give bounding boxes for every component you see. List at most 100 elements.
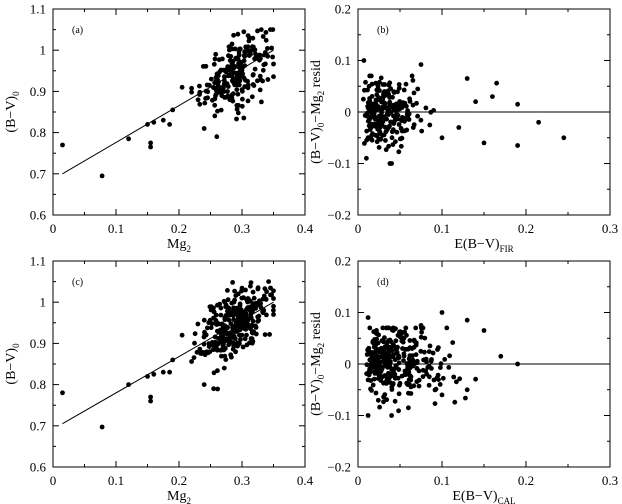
data-point bbox=[160, 117, 166, 123]
data-point bbox=[192, 340, 197, 346]
data-point bbox=[411, 344, 417, 350]
y-axis-label-sub: 0 bbox=[316, 374, 326, 379]
data-point bbox=[389, 135, 395, 141]
data-point bbox=[243, 50, 248, 56]
data-point bbox=[225, 297, 231, 303]
data-point bbox=[435, 372, 441, 378]
data-point bbox=[368, 362, 373, 368]
y-tick-label: 0.8 bbox=[30, 377, 46, 392]
data-point bbox=[245, 33, 251, 38]
data-point bbox=[126, 136, 131, 142]
data-point bbox=[235, 31, 241, 37]
data-point bbox=[395, 116, 401, 122]
data-point bbox=[201, 382, 207, 387]
data-point bbox=[224, 330, 230, 336]
data-point bbox=[481, 328, 487, 333]
data-point bbox=[237, 78, 243, 84]
data-point bbox=[407, 382, 412, 387]
data-point bbox=[265, 46, 270, 51]
data-point bbox=[240, 88, 245, 94]
data-point bbox=[253, 301, 259, 306]
data-point bbox=[271, 61, 276, 67]
y-tick-label: 0.7 bbox=[30, 166, 47, 181]
data-point bbox=[212, 102, 218, 108]
data-point bbox=[201, 341, 207, 347]
data-point bbox=[258, 304, 264, 310]
data-point bbox=[195, 321, 201, 327]
data-point bbox=[148, 144, 154, 150]
data-point bbox=[373, 390, 379, 396]
data-point bbox=[231, 32, 237, 38]
data-point bbox=[385, 372, 391, 378]
panel-a-label: (a) bbox=[72, 25, 83, 36]
data-point bbox=[241, 115, 247, 121]
data-point bbox=[384, 377, 390, 382]
x-axis-label-main: Mg bbox=[167, 489, 186, 504]
data-point bbox=[229, 41, 235, 47]
data-point bbox=[250, 318, 256, 324]
data-point bbox=[386, 143, 391, 149]
data-point bbox=[226, 53, 231, 59]
data-point bbox=[418, 334, 424, 340]
y-tick-label: 0.6 bbox=[30, 460, 47, 475]
data-point bbox=[401, 87, 407, 93]
data-point bbox=[215, 302, 220, 308]
data-point bbox=[389, 161, 394, 166]
data-point bbox=[212, 85, 218, 91]
data-point bbox=[170, 357, 176, 363]
data-point bbox=[263, 30, 269, 35]
data-point bbox=[221, 78, 227, 83]
data-point bbox=[390, 104, 395, 110]
data-point bbox=[250, 35, 256, 41]
data-point bbox=[423, 105, 429, 111]
data-point bbox=[241, 58, 247, 64]
data-point bbox=[364, 362, 370, 368]
data-point bbox=[255, 286, 261, 292]
data-point bbox=[378, 369, 384, 374]
data-point bbox=[457, 376, 463, 382]
data-point bbox=[148, 398, 154, 404]
data-point bbox=[218, 335, 224, 341]
data-point bbox=[382, 124, 388, 130]
data-point bbox=[390, 328, 396, 333]
data-point bbox=[235, 343, 240, 349]
data-point bbox=[247, 340, 252, 346]
data-point bbox=[221, 74, 227, 80]
y-axis-label-sub: 0 bbox=[11, 91, 21, 96]
data-point bbox=[362, 141, 367, 146]
data-point bbox=[464, 387, 470, 393]
data-point bbox=[436, 377, 441, 382]
data-point bbox=[227, 58, 233, 63]
data-point bbox=[223, 94, 229, 100]
data-point bbox=[203, 332, 209, 338]
data-point bbox=[247, 48, 252, 54]
data-point bbox=[228, 321, 234, 327]
y-tick-label: 0.9 bbox=[30, 336, 46, 351]
data-point bbox=[60, 142, 65, 148]
data-point bbox=[230, 346, 236, 352]
data-point bbox=[379, 122, 385, 127]
data-point bbox=[225, 288, 230, 293]
x-tick-label: 0.1 bbox=[108, 221, 124, 236]
data-point bbox=[379, 113, 385, 119]
data-point bbox=[203, 88, 209, 94]
panel-b-label: (b) bbox=[377, 25, 389, 36]
data-point bbox=[230, 334, 235, 339]
data-point bbox=[225, 84, 231, 89]
data-point bbox=[231, 299, 237, 305]
data-point bbox=[426, 349, 432, 354]
data-point bbox=[257, 73, 263, 79]
y-tick-label: −0.2 bbox=[327, 208, 351, 223]
data-point bbox=[396, 122, 402, 127]
data-point bbox=[422, 335, 428, 341]
panel-d: 0 0.1 0.2 0.3 −0.2 −0.1 0 0.1 0.2 (d) E(B−V)CAL (B−… bbox=[309, 254, 618, 504]
data-point bbox=[408, 391, 414, 396]
data-point bbox=[396, 82, 402, 87]
data-point bbox=[422, 349, 427, 355]
x-tick-label: 0.1 bbox=[434, 221, 450, 236]
data-point bbox=[380, 99, 386, 105]
data-point bbox=[401, 353, 407, 359]
data-point bbox=[369, 101, 374, 107]
data-point bbox=[227, 97, 233, 103]
y-tick-label: 0.2 bbox=[335, 2, 351, 17]
